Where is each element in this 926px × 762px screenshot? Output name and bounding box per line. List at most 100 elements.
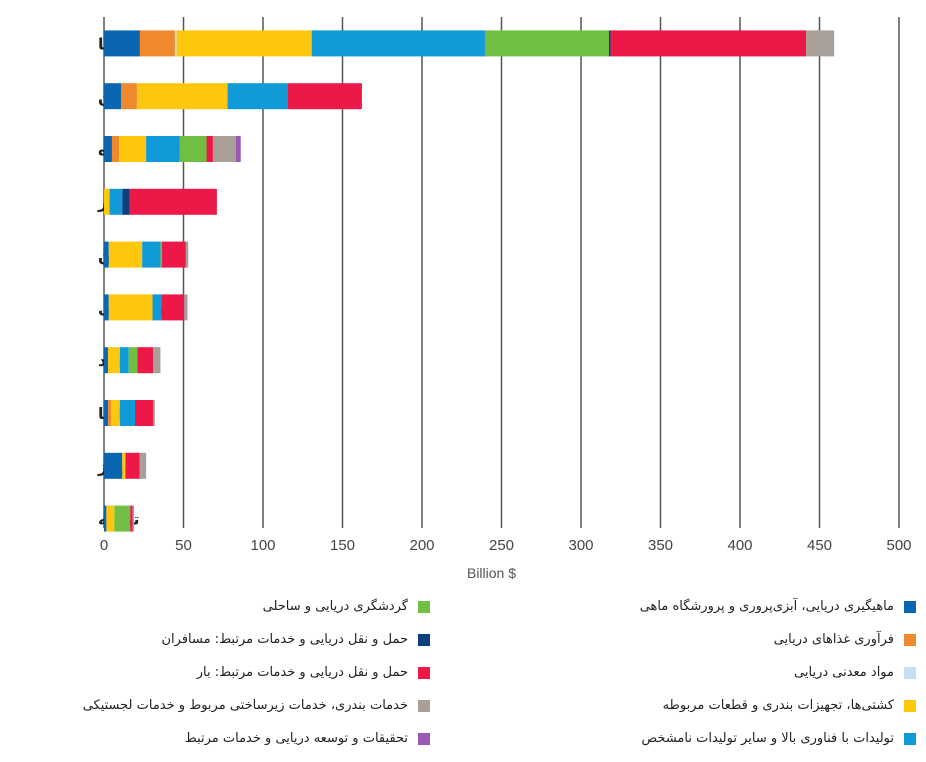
legend-right-column: ماهیگیری دریایی، آبزی‌پروری و پرورشگاه م… [640,590,916,755]
bar-segment [610,30,807,57]
x-tick-label: 150 [330,537,355,554]
bar-segment [111,136,120,162]
bar-segment [176,30,312,57]
x-tick-label: 300 [568,537,593,554]
bar-segment [119,136,147,162]
legend-left-column: گردشگری دریایی و ساحلی حمل و نقل دریایی و… [83,590,430,755]
legend-item: ماهیگیری دریایی، آبزی‌پروری و پرورشگاه م… [640,590,916,623]
legend-swatch [904,732,916,745]
legend-label: حمل و نقل دریایی و خدمات مرتبط: مسافران [161,632,408,647]
legend-item: تولیدات با فناوری بالا و سایر تولیدات نا… [640,722,916,755]
bar-segment [119,400,136,426]
bar-segment [104,452,123,479]
bar-segment [162,241,186,268]
bar-segment [608,30,611,57]
bar-segment [108,294,153,321]
legend-label: حمل و نقل دریایی و خدمات مرتبط: بار [196,665,408,680]
bar-segment [139,452,147,479]
bar-segment [107,347,120,374]
bar-segment [135,400,154,426]
bar-segment [104,241,109,268]
bar-segment [106,505,115,532]
legend-label: کشتی‌ها، تجهیزات بندری و قطعات مربوطه [662,698,894,713]
legend-item: حمل و نقل دریایی و خدمات مرتبط: بار [83,656,430,689]
legend-label: خدمات بندری، خدمات زیرساختی مربوط و خدما… [82,698,408,713]
legend-swatch [418,633,430,646]
x-tick-label: 450 [807,537,832,554]
bar-segment [161,294,185,321]
x-tick-label: 0 [100,537,108,554]
bar-segment [104,505,107,532]
bar-segment [153,400,155,426]
bar-segment [122,188,130,215]
bar-segment [311,30,485,57]
bar-segment [139,30,175,57]
legend-item: گردشگری دریایی و ساحلی [83,590,430,623]
x-tick-label: 350 [648,537,673,554]
bar-segment [179,136,207,162]
legend-swatch [904,633,916,646]
bar-segment [152,294,162,321]
x-axis-label: Billion $ [467,565,516,581]
bar-segment [111,400,120,426]
legend-label: تحقیقات و توسعه دریایی و خدمات مرتبط [184,731,408,746]
bar-segment [174,30,177,57]
legend-swatch [418,666,430,679]
bar-segment [137,347,154,374]
legend-item: مواد معدنی دریایی [640,656,916,689]
bar-segment [108,241,143,268]
bar-segment [104,188,110,215]
bar-segment [235,136,241,162]
legend-label: گردشگری دریایی و ساحلی [262,599,408,614]
legend-item: تحقیقات و توسعه دریایی و خدمات مرتبط [83,722,430,755]
legend-swatch [904,600,916,613]
x-tick-label: 100 [250,537,275,554]
bar-segment [484,30,609,57]
x-tick-label: 500 [886,537,911,554]
bar-segment [114,505,131,532]
legend-swatch [418,732,430,745]
x-tick-label: 400 [727,537,752,554]
bar-segment [129,188,217,215]
bar-segment [107,400,112,426]
legend-swatch [418,699,430,712]
bar-segment [104,294,109,321]
bar-segment [287,83,362,110]
bar-segment [128,347,138,374]
legend-label: فرآوری غذاهای دریایی [773,632,894,647]
legend-item: خدمات بندری، خدمات زیرساختی مربوط و خدما… [83,689,430,722]
bar-segment [206,136,213,162]
legend-item: فرآوری غذاهای دریایی [640,623,916,656]
legend-swatch [904,666,916,679]
bar-segment [132,505,135,532]
legend-swatch [418,600,430,613]
bar-segment [184,294,188,321]
bar-segment [185,241,189,268]
bar-segment [212,136,236,162]
legend-label: مواد معدنی دریایی [794,665,894,680]
bar-segment [153,347,161,374]
bar-segment [806,30,835,57]
x-tick-label: 200 [409,537,434,554]
legend-label: تولیدات با فناوری بالا و سایر تولیدات نا… [641,731,895,746]
bar-segment [142,241,161,268]
legend-label: ماهیگیری دریایی، آبزی‌پروری و پرورشگاه م… [639,599,894,614]
bar-segment [121,83,137,110]
legend-item: کشتی‌ها، تجهیزات بندری و قطعات مربوطه [640,689,916,722]
x-tick-label: 250 [489,537,514,554]
bar-segment [125,452,140,479]
bar-segment [122,452,126,479]
bar-segment [109,188,123,215]
legend-swatch [904,699,916,712]
x-tick-label: 50 [175,537,192,554]
bar-segment [104,400,108,426]
bar-segment [136,83,228,110]
legend-item: حمل و نقل دریایی و خدمات مرتبط: مسافران [83,623,430,656]
bar-segment [130,505,133,532]
bar-segment [104,136,112,162]
bar-segment [104,83,122,110]
bar-segment [119,347,129,374]
bar-segment [227,83,288,110]
bar-segment [146,136,180,162]
